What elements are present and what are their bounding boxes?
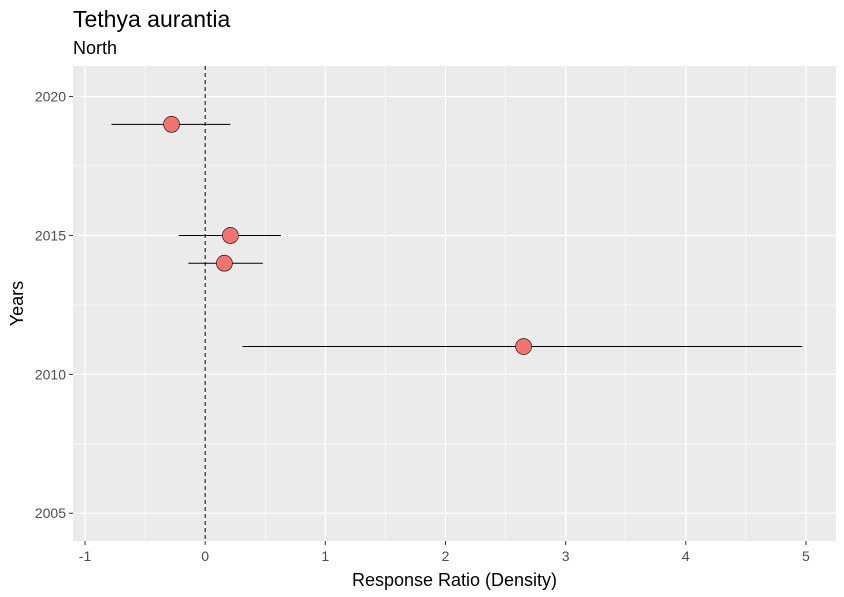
data-point xyxy=(515,338,532,355)
y-tick-label: 2005 xyxy=(35,505,66,521)
x-tick-label: 3 xyxy=(562,548,570,564)
data-point xyxy=(163,116,180,133)
y-tick-label: 2010 xyxy=(35,366,66,382)
chart-title: Tethya aurantia xyxy=(73,6,231,32)
x-tick-label: -1 xyxy=(79,548,92,564)
x-axis-ticks: -1 0 1 2 3 4 5 xyxy=(79,541,810,564)
minor-gridlines xyxy=(73,66,836,541)
y-tick-label: 2015 xyxy=(35,227,66,243)
x-tick-label: 1 xyxy=(321,548,329,564)
x-axis-title: Response Ratio (Density) xyxy=(352,570,557,590)
y-tick-label: 2020 xyxy=(35,89,66,105)
data-point xyxy=(222,227,239,244)
y-axis-title: Years xyxy=(7,281,27,326)
data-point xyxy=(216,254,233,272)
data-points xyxy=(163,116,532,355)
x-tick-label: 0 xyxy=(201,548,209,564)
y-axis-ticks: 2005 2010 2015 2020 xyxy=(35,89,73,521)
x-tick-label: 5 xyxy=(802,548,810,564)
x-tick-label: 2 xyxy=(442,548,450,564)
plot-panel xyxy=(73,66,836,541)
x-tick-label: 4 xyxy=(682,548,690,564)
chart-subtitle: North xyxy=(73,38,118,58)
